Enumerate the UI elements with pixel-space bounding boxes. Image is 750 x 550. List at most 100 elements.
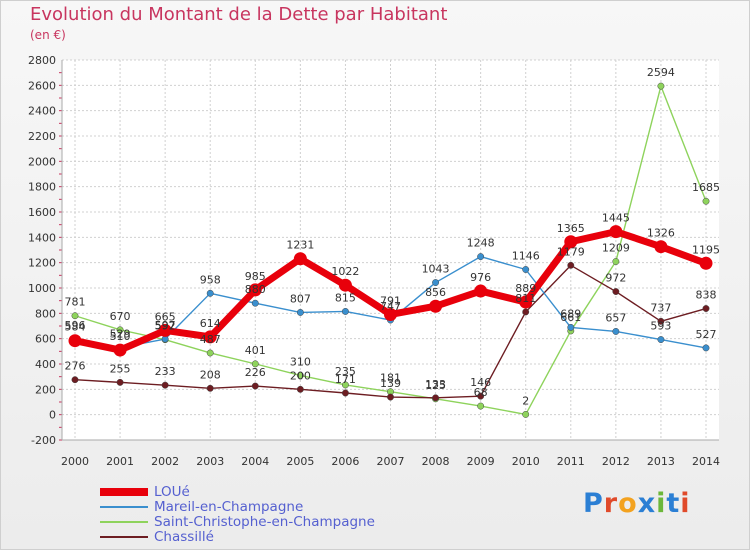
x-tick-label: 2007 bbox=[377, 455, 405, 468]
data-point bbox=[612, 288, 620, 295]
x-tick-label: 2009 bbox=[467, 455, 495, 468]
data-label: 276 bbox=[65, 360, 86, 373]
x-tick-label: 2004 bbox=[241, 455, 269, 468]
data-point bbox=[338, 278, 352, 292]
data-label: 1043 bbox=[422, 263, 450, 276]
data-label: 235 bbox=[335, 365, 356, 378]
data-label: 1365 bbox=[557, 222, 585, 235]
data-point bbox=[522, 266, 530, 273]
data-point bbox=[68, 334, 82, 348]
y-tick-label: 600 bbox=[35, 333, 56, 346]
data-point bbox=[248, 283, 262, 297]
data-label: 815 bbox=[335, 291, 356, 304]
legend-swatch bbox=[100, 520, 148, 523]
data-point bbox=[341, 381, 349, 389]
legend-swatch bbox=[100, 505, 148, 508]
logo-letter: x bbox=[637, 488, 657, 519]
data-label: 889 bbox=[515, 282, 536, 295]
data-label: 781 bbox=[65, 296, 86, 309]
x-tick-label: 2006 bbox=[331, 455, 359, 468]
data-label: 1146 bbox=[512, 250, 540, 263]
legend-item: Chassillé bbox=[100, 528, 375, 545]
legend-label: LOUé bbox=[154, 483, 190, 500]
y-tick-label: 2200 bbox=[28, 130, 56, 143]
legend-label: Chassillé bbox=[154, 528, 214, 545]
legend-item: Mareil-en-Champagne bbox=[100, 499, 375, 515]
legend: LOUé Mareil-en-Champagne Saint-Christophe-… bbox=[100, 483, 375, 545]
y-tick-label: 1400 bbox=[28, 231, 56, 244]
data-point bbox=[699, 256, 713, 270]
data-label: 527 bbox=[696, 328, 717, 341]
data-label: 880 bbox=[245, 283, 266, 296]
data-point bbox=[477, 253, 485, 261]
data-label: 255 bbox=[110, 362, 131, 375]
x-tick-label: 2005 bbox=[286, 455, 314, 468]
data-point bbox=[519, 295, 533, 309]
y-tick-label: 0 bbox=[49, 409, 56, 422]
data-label: 200 bbox=[290, 369, 311, 382]
data-label: 510 bbox=[110, 330, 131, 343]
data-point bbox=[116, 378, 124, 386]
proxiti-logo: Proxiti bbox=[583, 488, 691, 519]
x-tick-label: 2013 bbox=[647, 455, 675, 468]
data-point bbox=[71, 312, 79, 320]
data-label: 181 bbox=[380, 372, 401, 385]
data-point bbox=[251, 382, 259, 390]
data-label: 593 bbox=[650, 320, 671, 333]
data-point bbox=[657, 317, 665, 325]
x-tick-label: 2010 bbox=[512, 455, 540, 468]
data-label: 2 bbox=[522, 394, 529, 407]
data-label: 1179 bbox=[557, 245, 585, 258]
data-label: 958 bbox=[200, 273, 221, 286]
y-tick-label: 400 bbox=[35, 358, 56, 371]
y-tick-label: 800 bbox=[35, 307, 56, 320]
data-point bbox=[657, 336, 665, 344]
data-point bbox=[477, 402, 485, 410]
x-tick-label: 2001 bbox=[106, 455, 134, 468]
data-label: 133 bbox=[425, 378, 446, 391]
data-label: 811 bbox=[515, 292, 536, 305]
data-point bbox=[567, 323, 575, 331]
y-tick-label: 1800 bbox=[28, 181, 56, 194]
data-point bbox=[609, 225, 623, 239]
data-label: 972 bbox=[605, 272, 626, 285]
logo-letter: i bbox=[680, 488, 691, 519]
logo-letter: r bbox=[603, 488, 619, 519]
data-label: 233 bbox=[155, 365, 176, 378]
data-label: 310 bbox=[290, 355, 311, 368]
data-label: 226 bbox=[245, 366, 266, 379]
data-label: 584 bbox=[65, 321, 86, 334]
data-label: 2594 bbox=[647, 66, 675, 79]
logo-letter: o bbox=[618, 488, 638, 519]
data-point bbox=[702, 197, 710, 205]
data-point bbox=[296, 308, 304, 316]
data-label: 1326 bbox=[647, 227, 675, 240]
unit-label: (en €) bbox=[30, 28, 66, 42]
data-point bbox=[432, 279, 440, 287]
data-label: 838 bbox=[696, 289, 717, 302]
data-label: 487 bbox=[200, 333, 221, 346]
data-label: 1195 bbox=[692, 243, 720, 256]
data-label: 665 bbox=[155, 310, 176, 323]
data-label: 1209 bbox=[602, 242, 630, 255]
data-point bbox=[657, 82, 665, 90]
logo-letter: P bbox=[583, 488, 604, 519]
data-label: 807 bbox=[290, 292, 311, 305]
y-tick-label: 1000 bbox=[28, 282, 56, 295]
data-label: 125 bbox=[425, 379, 446, 392]
data-point bbox=[113, 343, 127, 357]
logo-letter: i bbox=[656, 488, 667, 519]
data-point bbox=[71, 376, 79, 384]
data-label: 661 bbox=[560, 311, 581, 324]
data-label: 976 bbox=[470, 271, 491, 284]
data-label: 68 bbox=[474, 386, 488, 399]
data-point bbox=[161, 381, 169, 389]
chart-title: Evolution du Montant de la Dette par Hab… bbox=[30, 4, 448, 25]
data-point bbox=[702, 305, 710, 312]
data-point bbox=[429, 299, 443, 313]
data-point bbox=[206, 349, 214, 357]
x-tick-label: 2014 bbox=[692, 455, 720, 468]
legend-swatch bbox=[100, 487, 148, 496]
data-label: 592 bbox=[155, 320, 176, 333]
